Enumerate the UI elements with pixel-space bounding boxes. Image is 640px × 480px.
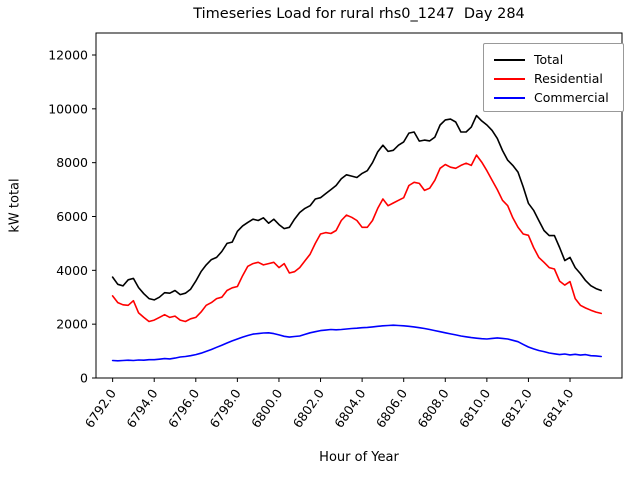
legend: Total Residential Commercial: [483, 43, 624, 112]
x-tick-label: 6792.0: [82, 386, 119, 430]
x-tick-label: 6810.0: [456, 386, 493, 430]
x-tick-label: 6802.0: [290, 386, 327, 430]
x-tick-label: 6804.0: [331, 386, 368, 430]
legend-item-residential: Residential: [494, 69, 623, 88]
x-axis-label: Hour of Year: [319, 450, 399, 465]
axes-frame: [95, 32, 623, 379]
commercial-line: [111, 324, 603, 362]
x-tick-label: 6812.0: [498, 386, 535, 430]
y-tick-label: 0: [80, 371, 88, 386]
y-tick-label: 12000: [48, 47, 88, 62]
legend-item-total: Total: [494, 50, 623, 69]
chart-title: Timeseries Load for rural rhs0_1247 Day …: [193, 6, 525, 22]
total-line-swatch: [494, 58, 525, 61]
residential-line-swatch: [494, 77, 525, 80]
residential-line: [111, 154, 603, 323]
total-line: [111, 114, 603, 301]
x-tick-label: 6814.0: [539, 386, 576, 430]
y-tick-label: 4000: [56, 263, 88, 278]
x-tick-label: 6794.0: [123, 386, 160, 430]
x-tick-label: 6808.0: [414, 386, 451, 430]
x-tick-label: 6798.0: [206, 386, 243, 430]
legend-label-residential: Residential: [534, 71, 603, 86]
y-tick-label: 8000: [56, 155, 88, 170]
y-tick-label: 10000: [48, 101, 88, 116]
x-tick-label: 6796.0: [165, 386, 202, 430]
legend-label-commercial: Commercial: [534, 90, 609, 105]
y-tick-label: 2000: [56, 317, 88, 332]
legend-label-total: Total: [534, 52, 564, 67]
y-tick-label: 6000: [56, 209, 88, 224]
legend-item-commercial: Commercial: [494, 88, 623, 107]
commercial-line-swatch: [494, 96, 525, 99]
x-tick-label: 6806.0: [373, 386, 410, 430]
x-tick-label: 6800.0: [248, 386, 285, 430]
